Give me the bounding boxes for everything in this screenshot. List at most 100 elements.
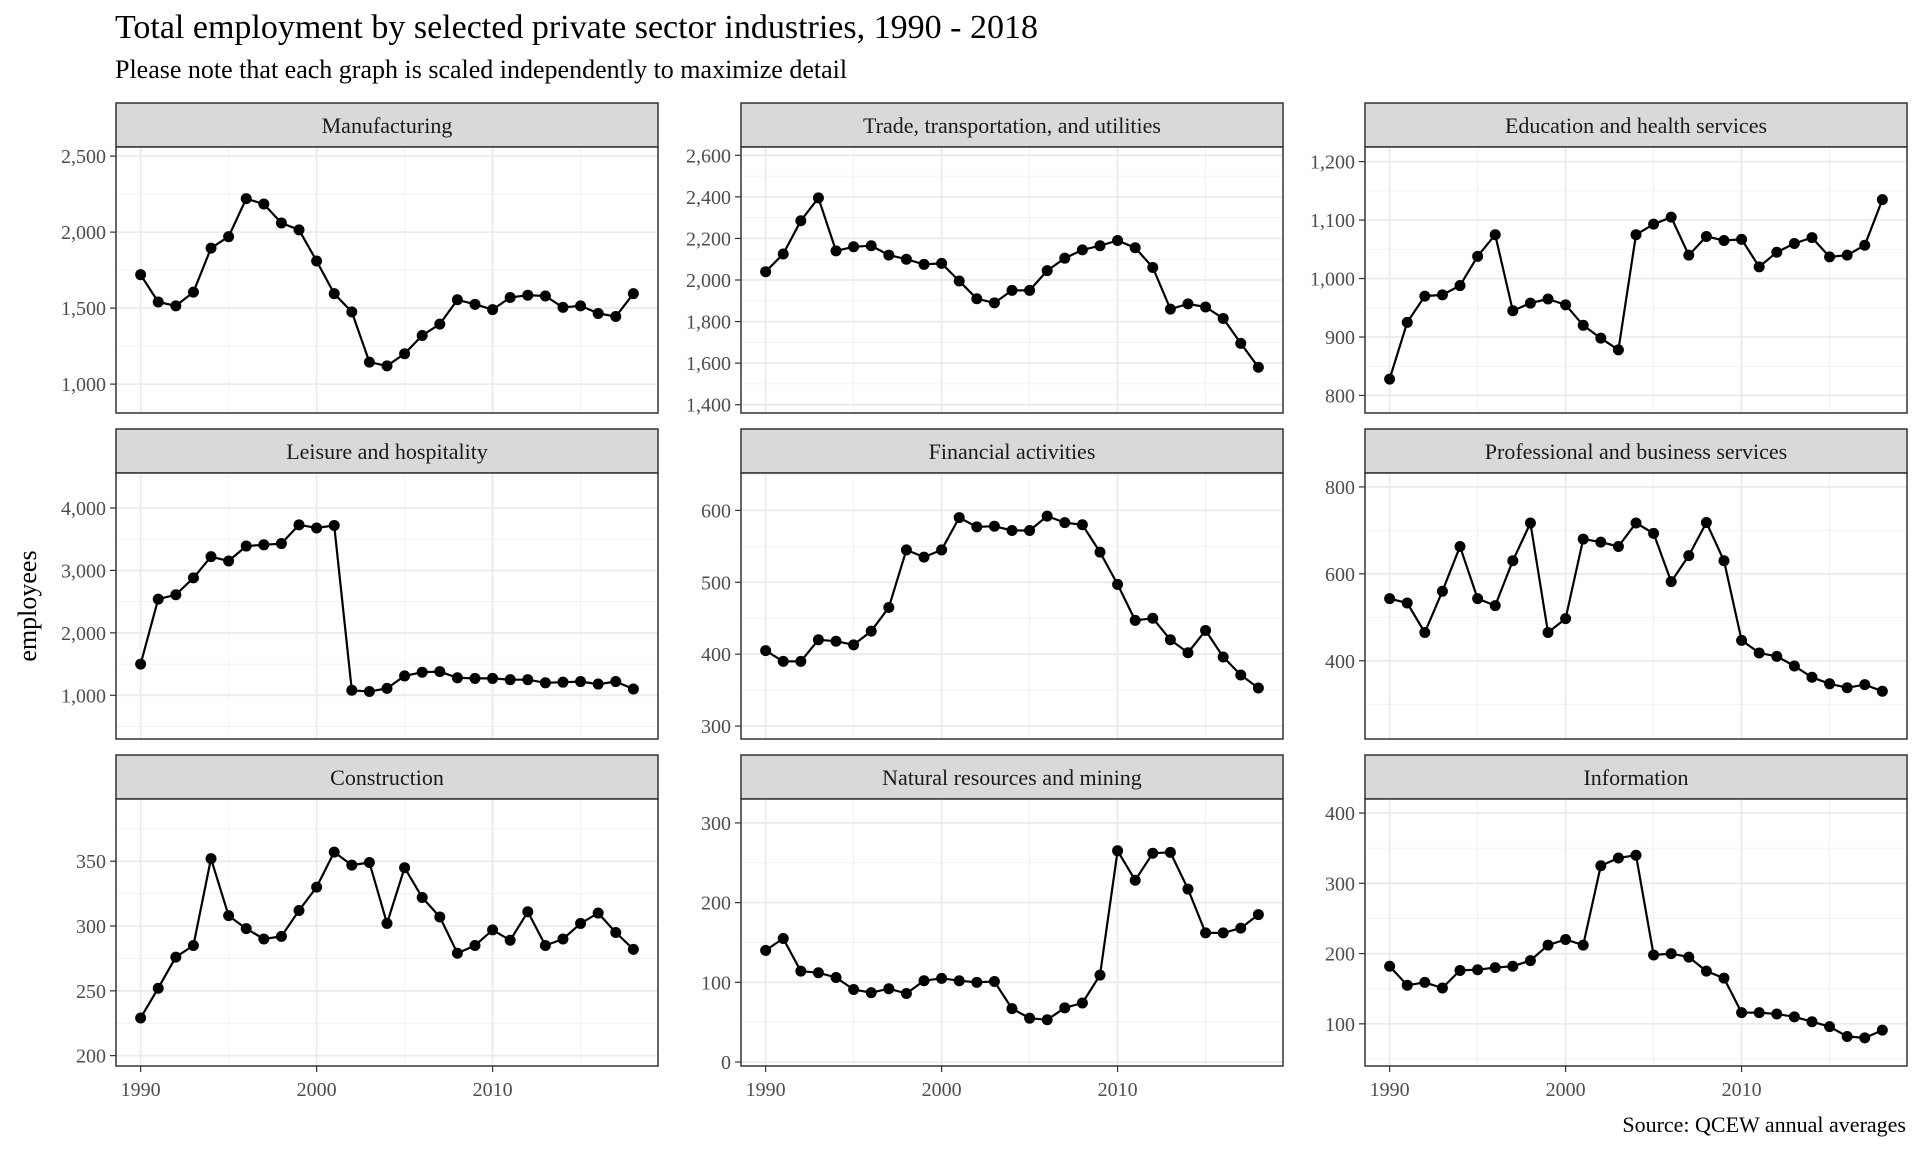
data-point <box>240 540 252 552</box>
data-point <box>1683 550 1695 562</box>
data-point <box>1164 634 1176 646</box>
data-point <box>311 881 323 893</box>
data-point <box>434 911 446 923</box>
data-point <box>1200 301 1212 313</box>
data-point <box>399 862 411 874</box>
panel-title: Construction <box>330 765 444 790</box>
data-point <box>1788 1011 1800 1023</box>
panel-title: Information <box>1583 765 1688 790</box>
data-point <box>988 976 1000 988</box>
data-point <box>1577 319 1589 331</box>
data-point <box>918 258 930 270</box>
data-point <box>848 639 860 651</box>
data-point <box>1718 972 1730 984</box>
y-tick-label: 2,000 <box>61 623 106 645</box>
data-point <box>1524 297 1536 309</box>
data-point <box>1771 1008 1783 1020</box>
data-point <box>205 242 217 254</box>
panel-border <box>1364 146 1908 414</box>
data-point <box>1683 249 1695 261</box>
data-point <box>1859 679 1871 691</box>
data-point <box>557 301 569 313</box>
data-point <box>1129 242 1141 254</box>
data-point <box>416 892 428 904</box>
data-point <box>883 983 895 995</box>
y-tick-label: 200 <box>76 1046 106 1068</box>
data-point <box>1595 536 1607 548</box>
x-tick-label: 2010 <box>1098 1079 1138 1101</box>
data-point <box>539 939 551 951</box>
data-point <box>1736 634 1748 646</box>
data-point <box>451 294 463 306</box>
data-point <box>1147 847 1159 859</box>
data-point <box>1129 614 1141 626</box>
data-point <box>1876 1024 1888 1036</box>
data-point <box>1648 218 1660 230</box>
panel-title: Leisure and hospitality <box>286 439 488 464</box>
y-tick-label: 2,400 <box>686 187 731 209</box>
data-point <box>1665 576 1677 588</box>
data-point <box>1876 685 1888 697</box>
data-point <box>1824 251 1836 263</box>
data-point <box>504 674 516 686</box>
data-point <box>1489 600 1501 612</box>
data-point <box>1094 546 1106 558</box>
data-point <box>381 917 393 929</box>
data-point <box>1454 964 1466 976</box>
data-point <box>865 625 877 637</box>
y-tick-label: 400 <box>701 644 731 666</box>
data-point <box>1235 922 1247 934</box>
data-point <box>1630 517 1642 529</box>
data-point <box>1041 1014 1053 1026</box>
data-point <box>900 253 912 265</box>
data-point <box>971 521 983 533</box>
panel-strip <box>115 428 659 474</box>
panel-border <box>1364 472 1908 740</box>
data-point <box>883 249 895 261</box>
data-point <box>1384 960 1396 972</box>
data-point <box>1024 525 1036 537</box>
data-point <box>1648 949 1660 961</box>
data-point <box>1612 852 1624 864</box>
data-point <box>1507 555 1519 567</box>
data-point <box>1076 244 1088 256</box>
data-point <box>1041 265 1053 277</box>
data-point <box>848 241 860 253</box>
y-tick-label: 250 <box>76 981 106 1003</box>
panel-3: Education and health services 800 900 1,000… <box>1310 102 1908 414</box>
data-point <box>1524 955 1536 967</box>
data-point <box>1841 249 1853 261</box>
data-point <box>399 348 411 360</box>
panel-strip <box>740 102 1284 148</box>
data-point <box>328 846 340 858</box>
x-tick-label: 2000 <box>922 1079 962 1101</box>
data-point <box>346 684 358 696</box>
panel-background <box>116 799 658 1066</box>
data-point <box>1006 284 1018 296</box>
data-point <box>936 544 948 556</box>
data-point <box>346 306 358 318</box>
y-tick-label: 1,600 <box>686 353 731 375</box>
y-tick-label: 600 <box>1325 564 1355 586</box>
data-point <box>812 967 824 979</box>
y-tick-label: 400 <box>1325 803 1355 825</box>
data-point <box>205 853 217 865</box>
y-tick-label: 350 <box>76 851 106 873</box>
data-point <box>1006 525 1018 537</box>
data-point <box>953 275 965 287</box>
data-point <box>1076 997 1088 1009</box>
data-point <box>812 634 824 646</box>
data-point <box>557 933 569 945</box>
data-point <box>240 193 252 205</box>
data-point <box>777 248 789 260</box>
data-point <box>522 674 534 686</box>
chart-subtitle: Please note that each graph is scaled in… <box>115 55 847 84</box>
data-point <box>170 300 182 312</box>
data-point <box>575 676 587 688</box>
data-point <box>1112 578 1124 590</box>
y-tick-label: 100 <box>1325 1014 1355 1036</box>
data-point <box>1059 252 1071 264</box>
data-point <box>504 291 516 303</box>
data-point <box>1182 298 1194 310</box>
